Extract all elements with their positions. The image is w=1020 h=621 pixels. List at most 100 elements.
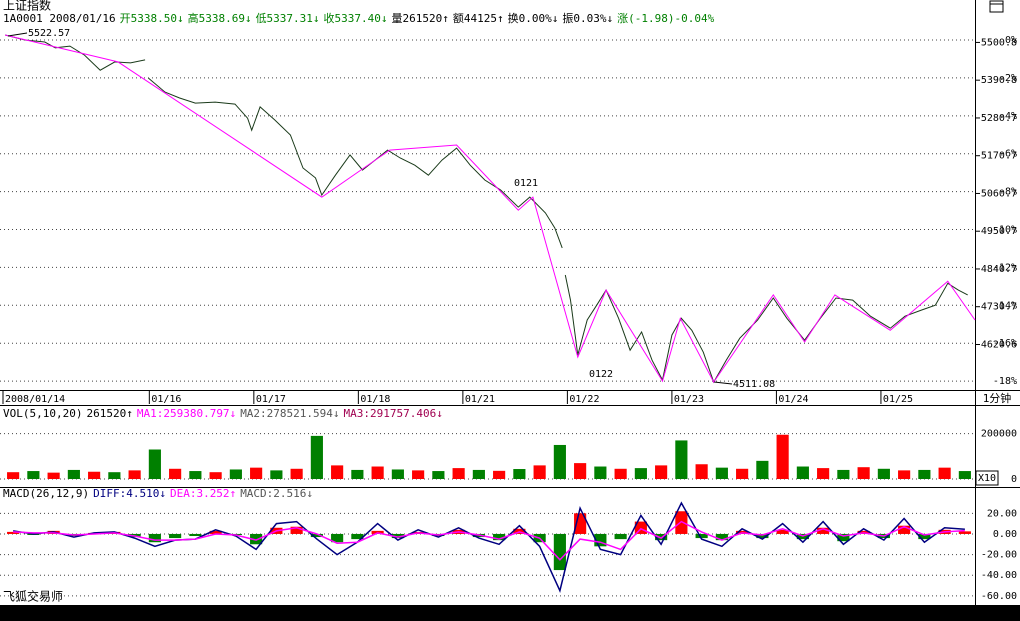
y2-tick-label: -2% <box>999 73 1017 84</box>
bar <box>553 533 566 571</box>
bar <box>857 467 870 479</box>
bar <box>128 470 141 479</box>
bar <box>817 468 830 479</box>
period: 1分钟 <box>983 391 1012 405</box>
y-tick-label: 0.00 <box>993 529 1017 540</box>
zigzag-line <box>4 34 976 384</box>
bar <box>493 470 506 479</box>
bar <box>7 531 20 534</box>
bar <box>290 526 303 534</box>
bar <box>877 468 890 479</box>
bar <box>371 466 384 479</box>
chart-title: 上证指数 <box>3 0 51 13</box>
bar <box>432 471 445 479</box>
annotation-leader <box>713 381 733 385</box>
panel-header: MACD(26,12,9) DIFF:4.510↓ DEA:3.252↑ MACD:2… <box>3 487 313 500</box>
header-item: 高5338.69↓ <box>188 11 252 25</box>
bar <box>250 467 263 479</box>
bar <box>88 471 101 479</box>
header-item: 收5337.40↓ <box>324 11 388 25</box>
annotation-leader <box>7 32 28 37</box>
header-item: VOL(5,10,20) <box>3 407 82 420</box>
bar <box>310 533 323 538</box>
scale-box <box>975 470 999 486</box>
y2-tick-label: -6% <box>999 149 1017 160</box>
window-button[interactable] <box>989 0 1004 13</box>
header-item: DIFF:4.510↓ <box>93 487 166 500</box>
x-tick-label: 01/23 <box>674 394 704 405</box>
header-item: 涨(-1.98)-0.04% <box>617 12 714 25</box>
bar <box>67 469 80 479</box>
bar <box>229 469 242 479</box>
bar <box>898 470 911 479</box>
y-tick-label: 5280.7 <box>981 113 1017 124</box>
bar <box>958 531 971 534</box>
bar <box>27 471 40 479</box>
bar <box>391 469 404 479</box>
bar <box>776 529 789 534</box>
bar <box>715 467 728 479</box>
bar <box>756 533 769 539</box>
y2-tick-label: -18% <box>993 376 1017 387</box>
bar <box>108 472 121 479</box>
bar <box>776 434 789 479</box>
bar <box>655 533 668 541</box>
status-bar <box>0 605 1020 621</box>
footer: 飞狐交易师 <box>3 589 63 604</box>
y-tick-label: 5170.7 <box>981 151 1017 162</box>
bar <box>796 466 809 479</box>
x-tick-label: 01/22 <box>569 394 599 405</box>
y-tick-label: 20.00 <box>987 508 1017 519</box>
bar <box>169 533 182 539</box>
header-item: MA3:291757.406↓ <box>344 407 443 420</box>
header-item: DEA:3.252↑ <box>170 487 236 500</box>
bar <box>148 449 161 479</box>
y2-tick-label: -16% <box>993 338 1017 349</box>
bar <box>189 471 202 479</box>
header-item: 量261520↑ <box>392 12 449 25</box>
bar <box>331 533 344 543</box>
bar <box>493 533 506 541</box>
bar <box>837 533 850 542</box>
bar <box>148 533 161 543</box>
bar <box>675 440 688 479</box>
annotation: 0122 <box>589 369 613 380</box>
bar <box>675 511 688 534</box>
header-item: 开5338.50↓ <box>120 12 184 25</box>
bar <box>452 468 465 479</box>
y-tick-label: 4950.7 <box>981 226 1017 237</box>
y-tick-label: 5060.7 <box>981 188 1017 199</box>
y-tick-label: 0 <box>1011 474 1017 485</box>
bar <box>655 465 668 479</box>
header-item: 1A0001 2008/01/16 <box>3 12 116 25</box>
y-tick-label: 4840.7 <box>981 264 1017 275</box>
y2-tick-label: -14% <box>993 300 1017 311</box>
bar <box>209 472 222 479</box>
y-tick-label: 5390.8 <box>981 75 1017 86</box>
bar <box>553 444 566 479</box>
annotation: 0121 <box>514 178 538 189</box>
header-item: MACD(26,12,9) <box>3 487 89 500</box>
header-item: MA2:278521.594↓ <box>240 407 339 420</box>
bar <box>47 472 60 479</box>
panel-header: VOL(5,10,20) 261520↑ MA1:259380.797↓ MA2:27… <box>3 407 443 420</box>
y-tick-label: -60.00 <box>981 591 1017 602</box>
y2-tick-label: -12% <box>993 262 1017 273</box>
bar <box>614 533 627 540</box>
x-tick-label: 01/21 <box>465 394 495 405</box>
header-item: MACD:2.516↓ <box>240 487 313 500</box>
x-tick-label: 01/16 <box>151 394 181 405</box>
bar <box>756 460 769 479</box>
bar <box>898 525 911 534</box>
y-tick-label: 200000 <box>981 429 1017 440</box>
indicator-line <box>12 501 965 593</box>
bar <box>634 468 647 479</box>
bar <box>250 533 263 545</box>
bar <box>695 464 708 479</box>
bar <box>918 533 931 540</box>
bar <box>938 467 951 479</box>
x-tick-label: 01/18 <box>360 394 390 405</box>
header-item: MA1:259380.797↓ <box>137 407 236 420</box>
header-item: 低5337.31↓ <box>256 12 320 25</box>
